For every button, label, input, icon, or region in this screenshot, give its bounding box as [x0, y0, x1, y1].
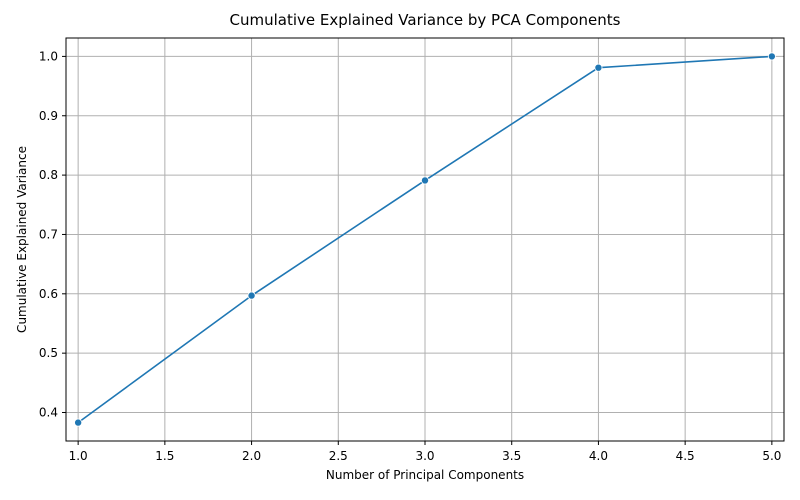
x-tick-label: 2.5: [329, 449, 348, 463]
grid-lines: [66, 38, 784, 441]
x-tick-label: 4.0: [589, 449, 608, 463]
data-point: [74, 418, 83, 427]
x-tick-label: 1.5: [155, 449, 174, 463]
data-point: [247, 291, 256, 300]
x-tick-label: 5.0: [762, 449, 781, 463]
y-tick-label: 0.6: [39, 287, 58, 301]
x-tick-label: 4.5: [676, 449, 695, 463]
y-tick-label: 0.5: [39, 346, 58, 360]
y-axis-label: Cumulative Explained Variance: [15, 146, 29, 333]
data-point: [594, 63, 603, 72]
series-layer: [74, 52, 776, 427]
y-tick-label: 0.8: [39, 168, 58, 182]
x-tick-label: 3.0: [415, 449, 434, 463]
data-point: [420, 176, 429, 185]
y-tick-label: 0.4: [39, 406, 58, 420]
y-tick-label: 1.0: [39, 49, 58, 63]
data-point: [767, 52, 776, 61]
y-tick-label: 0.7: [39, 227, 58, 241]
y-tick-label: 0.9: [39, 109, 58, 123]
chart-title: Cumulative Explained Variance by PCA Com…: [230, 11, 621, 29]
x-axis-label: Number of Principal Components: [326, 468, 524, 482]
x-tick-label: 3.5: [502, 449, 521, 463]
x-tick-label: 2.0: [242, 449, 261, 463]
x-tick-label: 1.0: [69, 449, 88, 463]
axis-ticks: 1.0 1.5 2.0 2.5 3.0 3.5 4.0 4.5 5.0 0.4 0.5 0.6 0.7 0…: [39, 49, 782, 463]
